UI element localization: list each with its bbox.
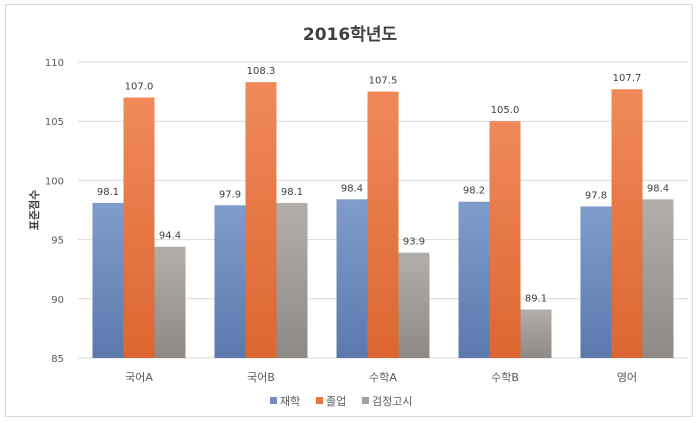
bars [92,82,674,359]
x-tick-label: 수학B [491,371,519,384]
legend-label: 졸업 [326,395,346,408]
legend-label: 재학 [280,395,300,408]
data-label: 98.4 [341,183,363,194]
chart-title: 2016학년도 [303,25,398,45]
data-label: 98.1 [281,187,303,198]
legend-label: 검정고시 [372,395,412,408]
data-label: 93.9 [403,237,425,248]
bar-1-5 [580,206,612,358]
bar-2-5 [611,89,643,359]
data-label: 94.4 [159,231,181,242]
x-tick-labels: 국어A 국어B 수학A 수학B 영어 [125,371,637,384]
data-label: 89.1 [525,293,547,304]
bar-3-3 [398,252,430,358]
bar-1-1 [92,202,124,358]
bar-3-5 [642,199,674,358]
bar-2-2 [245,82,277,359]
legend-swatch [362,397,369,404]
data-label: 97.8 [585,190,607,201]
y-tick-label: 100 [45,176,64,187]
legend-swatch [316,397,323,404]
data-label: 98.4 [647,183,669,194]
y-tick-label: 85 [51,354,64,365]
bar-1-4 [458,201,490,358]
bar-3-1 [154,246,186,358]
bar-1-2 [214,205,246,358]
y-tick-label: 90 [51,295,64,306]
data-label: 107.0 [125,82,154,93]
bar-2-4 [489,121,521,358]
bar-2-3 [367,91,399,358]
x-tick-label: 수학A [369,371,397,384]
y-tick-label: 105 [45,117,64,128]
data-label: 107.5 [369,76,398,87]
y-tick-label: 95 [51,236,64,247]
y-tick-label: 110 [45,58,64,69]
data-label: 97.9 [219,189,241,200]
bar-1-3 [336,199,368,358]
y-tick-labels: 85 90 95 100 105 110 [45,58,64,365]
x-tick-label: 국어B [247,371,275,384]
data-label: 108.3 [247,66,276,77]
y-axis-label: 표준점수 [27,190,41,230]
legend-swatch [270,397,277,404]
data-labels: 98.1 107.0 94.4 97.9 108.3 98.1 98.4 107.5 93.9 9… [97,66,669,304]
data-label: 107.7 [613,73,642,84]
legend: 재학 졸업 검정고시 [270,395,412,408]
bar-3-4 [520,309,552,358]
x-tick-label: 국어A [125,371,153,384]
x-tick-label: 영어 [617,371,637,384]
data-label: 98.2 [463,186,485,197]
bar-3-2 [276,202,308,358]
data-label: 105.0 [491,105,520,116]
bar-2-1 [123,97,155,359]
data-label: 98.1 [97,187,119,198]
